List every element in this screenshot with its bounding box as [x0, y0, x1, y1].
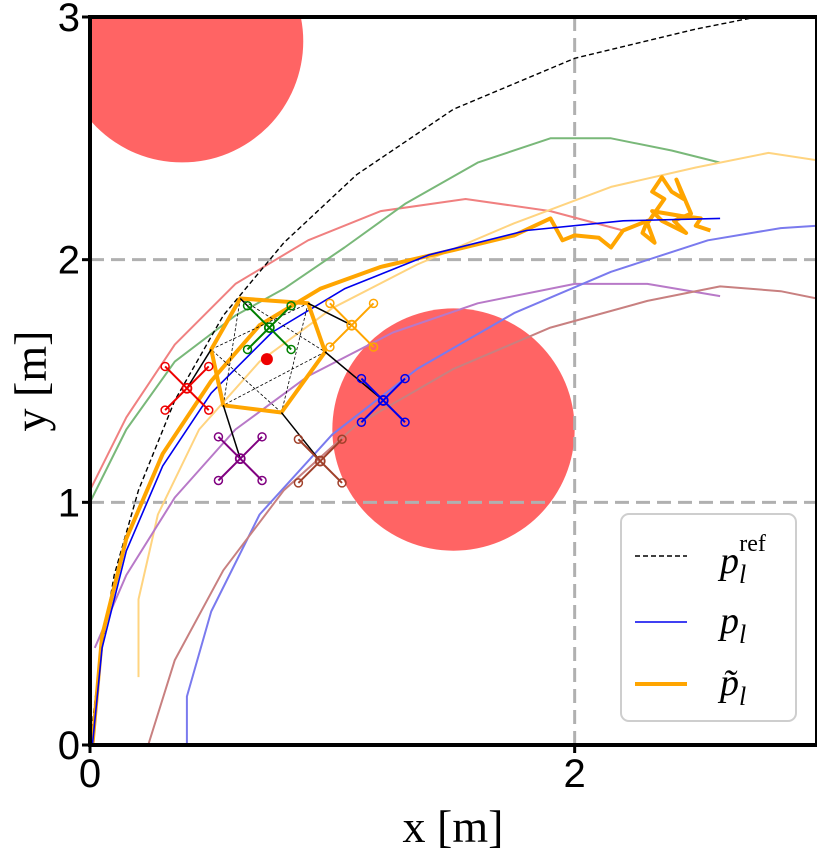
drone-rotor	[203, 361, 214, 372]
legend-label-ref: plref	[717, 531, 766, 589]
y-tick-label: 3	[58, 0, 80, 40]
drone-arm	[329, 302, 375, 348]
legend-box	[620, 513, 797, 722]
plot-frame	[88, 15, 817, 747]
y-tick-label: 2	[58, 239, 80, 283]
y-axis-label: y [m]	[5, 331, 56, 432]
y-tick-label: 1	[58, 481, 80, 525]
drone-rotor	[337, 434, 347, 444]
series-traj-brown	[147, 285, 817, 745]
drone-blue-link	[324, 351, 384, 401]
drone-rotor	[368, 342, 379, 352]
x-tick-label: 2	[564, 752, 586, 796]
drone-rotor	[293, 434, 304, 444]
formation-center	[260, 353, 273, 366]
formation-link	[210, 349, 282, 413]
drone-red-link	[186, 349, 212, 389]
drone-body	[346, 319, 358, 331]
legend-label-pl: pl	[717, 600, 746, 649]
series-traj-red	[90, 198, 624, 491]
drone-body	[263, 322, 275, 334]
series-traj-blue-light	[185, 224, 817, 745]
drone-rotor	[242, 344, 253, 355]
x-axis-label: x [m]	[403, 801, 504, 852]
drone-rotor	[293, 478, 304, 488]
legend-label-ptilde: p̃l	[717, 662, 746, 711]
drone-body	[314, 455, 326, 467]
drone-purple	[213, 432, 267, 486]
drone-rotor	[325, 298, 335, 309]
drone-rotor	[356, 373, 367, 384]
drone-rotor	[368, 298, 379, 309]
drone-rotor	[213, 432, 224, 442]
drone-arm	[246, 305, 292, 351]
legend: plref pl p̃l	[620, 513, 797, 722]
drone-arm	[164, 365, 210, 411]
drone-orange	[325, 298, 379, 352]
drone-body	[181, 382, 193, 394]
drone-rotor	[203, 405, 214, 415]
drone-rotor	[400, 373, 410, 384]
formation-link	[210, 302, 309, 350]
drone-body	[234, 453, 246, 465]
drone-rotor	[325, 342, 335, 352]
series-traj-green	[90, 137, 721, 503]
drone-orange-link	[307, 302, 353, 326]
drone-rotor	[400, 417, 410, 428]
drone-rotor	[160, 405, 170, 415]
obstacle-top-left	[90, 17, 304, 163]
drone-rotor	[242, 301, 253, 311]
drone-brown	[293, 434, 347, 488]
drone-rotor	[286, 344, 296, 355]
drone-green	[242, 301, 296, 355]
drone-red	[160, 361, 214, 415]
x-tick-label: 0	[79, 752, 101, 796]
drone-rotor	[337, 478, 347, 488]
drone-purple-link	[222, 405, 241, 459]
drone-rotor	[286, 301, 296, 311]
y-tick-label: 0	[58, 724, 80, 768]
drone-rotor	[160, 361, 170, 372]
drone-rotor	[257, 475, 267, 486]
drone-blue	[356, 373, 410, 428]
drone-arm	[360, 377, 406, 423]
drone-arm	[297, 438, 343, 484]
drone-brown-link	[280, 412, 321, 462]
drone-rotor	[356, 417, 367, 428]
series-traj-purple	[93, 282, 721, 649]
drone-rotor	[213, 475, 224, 486]
drone-rotor	[257, 432, 267, 442]
formation-link	[281, 303, 309, 413]
formation-link	[222, 298, 241, 406]
formation-link	[223, 351, 326, 406]
drone-arm	[217, 436, 263, 482]
formation-link	[240, 298, 326, 353]
series-p_l	[91, 217, 721, 745]
obstacle-center	[332, 308, 575, 551]
drone-body	[377, 395, 389, 406]
